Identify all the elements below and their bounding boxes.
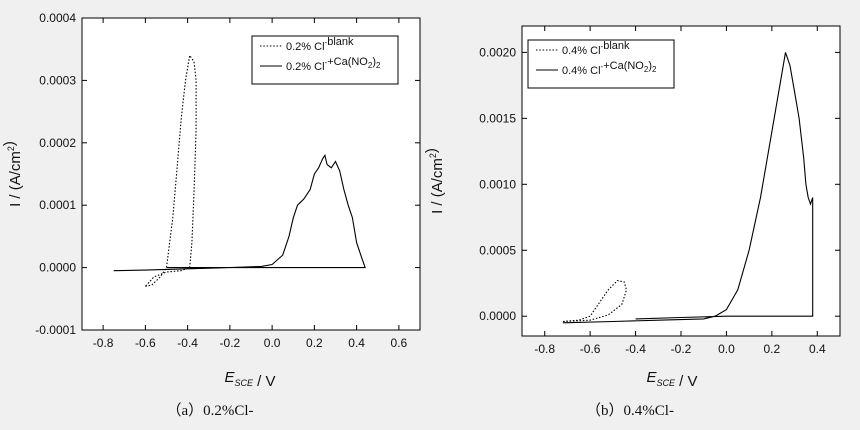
y-tick-label: 0.0005	[479, 243, 516, 257]
x-tick-label: 0.0	[264, 336, 281, 350]
chart-panel-b: -0.8 -0.6 -0.4 -0.2 0.0 0.2 0.4 0.0000 0.0005 0.0…	[423, 25, 841, 419]
y-tick-label: 0.0001	[39, 198, 76, 212]
y-tick-label: 0.0002	[39, 136, 76, 150]
x-axis-label-a: ESCE / V	[224, 369, 275, 390]
x-tick-label: 0.6	[391, 336, 408, 350]
legend-entry: 0.4% Cl-blank	[562, 40, 630, 57]
x-tick-label: -0.2	[220, 336, 241, 350]
legend-frame	[251, 35, 399, 85]
x-tick-label: 0.4	[348, 336, 365, 350]
y-axis-label-b: I / (A/cm2)	[423, 148, 446, 214]
x-tick-label: -0.6	[580, 342, 601, 356]
y-tick-label: 0.0015	[479, 111, 516, 125]
legend-a: 0.2% Cl-blank 0.2% Cl-+Ca(NO2)2	[251, 35, 399, 85]
x-tick-label: 0.4	[809, 342, 826, 356]
x-tick-label: -0.4	[177, 336, 198, 350]
caption-a: （a）0.2%Cl-	[166, 402, 253, 419]
x-tick-label: 0.2	[306, 336, 323, 350]
x-tick-label: 0.2	[764, 342, 781, 356]
y-axis-label-a: I / (A/cm2)	[1, 141, 24, 207]
x-tick-label: -0.4	[625, 342, 646, 356]
legend-b: 0.4% Cl-blank 0.4% Cl-+Ca(NO2)2	[527, 39, 675, 89]
x-axis-label-b: ESCE / V	[646, 369, 697, 390]
series-line-blank	[144, 53, 197, 287]
caption-b: （b）0.4%Cl-	[586, 402, 674, 419]
series-line-blank	[562, 280, 628, 323]
series-line-nitrite	[562, 52, 814, 324]
y-tick-label: 0.0000	[39, 261, 76, 275]
legend-frame	[527, 39, 675, 89]
y-tick-label: -0.0001	[35, 323, 76, 337]
series-line-nitrite	[113, 153, 366, 272]
y-tick-label: 0.0004	[39, 11, 76, 25]
legend-entry: 0.2% Cl-+Ca(NO2)2	[286, 56, 381, 73]
x-tick-label: 0.0	[718, 342, 735, 356]
y-tick-label: 0.0010	[479, 177, 516, 191]
y-tick-label: 0.0020	[479, 45, 516, 59]
x-tick-label: -0.2	[671, 342, 692, 356]
x-tick-label: -0.8	[534, 342, 555, 356]
y-tick-label: 0.0003	[39, 73, 76, 87]
y-tick-label: 0.0000	[479, 309, 516, 323]
legend-entry: 0.4% Cl-+Ca(NO2)2	[562, 60, 657, 77]
chart-panel-a: -0.8 -0.6 -0.4 -0.2 0.0 0.2 0.4 0.6 -0.0001 0.000…	[1, 11, 421, 419]
x-tick-label: -0.8	[93, 336, 114, 350]
x-tick-label: -0.6	[135, 336, 156, 350]
legend-entry: 0.2% Cl-blank	[286, 36, 354, 53]
